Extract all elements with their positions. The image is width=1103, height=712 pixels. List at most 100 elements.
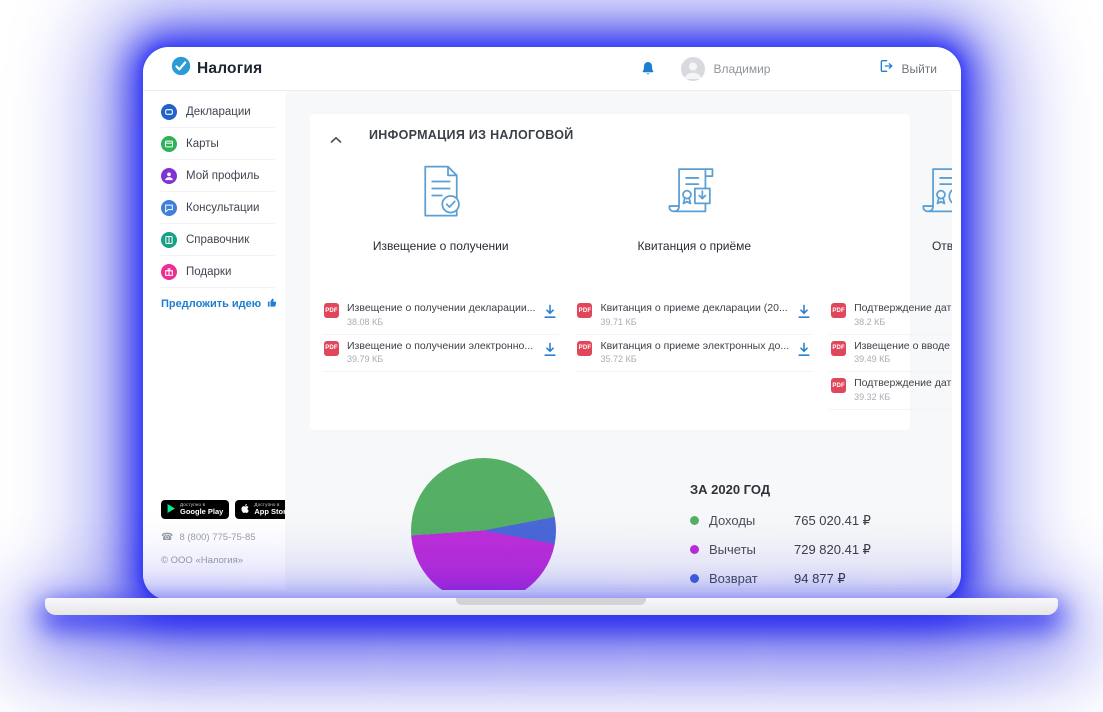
app-logo[interactable]: Налогия	[171, 56, 262, 81]
sidebar-item-label: Подарки	[186, 265, 232, 278]
sidebar-item-cards[interactable]: Карты	[161, 128, 275, 160]
download-icon[interactable]	[543, 303, 557, 320]
file-name[interactable]: Подтверждение даты отправки декл...	[854, 302, 952, 314]
pdf-file-icon: PDF	[831, 340, 847, 356]
column-label: Ответ	[931, 239, 952, 253]
file-name[interactable]: Извещение о получении декларации...	[347, 302, 536, 314]
laptop-screen: Налогия Владимир Выйти	[143, 47, 961, 600]
consultations-icon	[161, 199, 177, 216]
sidebar: Декларации Карты Мой профиль	[143, 91, 297, 590]
laptop-base	[45, 598, 1058, 615]
legend-row: Возврат 94 877 ₽	[690, 571, 871, 587]
legend-row: Вычеты 729 820.41 ₽	[690, 542, 871, 558]
file-name[interactable]: Извещение о вводе декларации (202...	[854, 339, 952, 352]
user-avatar[interactable]	[681, 56, 706, 81]
sidebar-item-consultations[interactable]: Консультации	[161, 192, 275, 224]
app-store-badge[interactable]: Доступно в App Store	[235, 500, 297, 519]
legend-row: Доходы 765 020.41 ₽	[690, 513, 871, 529]
file-row: PDF Подтверждение даты отправки декл... …	[829, 297, 952, 335]
file-name[interactable]: Извещение о получении электронно...	[347, 339, 534, 352]
pdf-file-icon: PDF	[577, 303, 593, 318]
file-size: 39.79 КБ	[347, 354, 384, 365]
pdf-file-icon: PDF	[324, 340, 339, 356]
sidebar-item-label: Декларации	[186, 105, 251, 118]
logout-icon	[878, 58, 894, 79]
sidebar-item-gifts[interactable]: Подарки	[161, 256, 275, 288]
notifications-bell-icon[interactable]	[641, 61, 655, 77]
main-content: ИНФОРМАЦИЯ ИЗ НАЛОГОВОЙ	[285, 91, 952, 590]
legend-label: Доходы	[709, 513, 756, 529]
laptop-hinge-notch	[456, 598, 646, 605]
file-row: PDF Извещение о получении декларации... …	[322, 297, 560, 335]
badge-top-text: Доступно в	[254, 502, 280, 508]
header-right: Владимир Выйти	[641, 56, 937, 81]
file-size: 35.72 КБ	[600, 354, 637, 365]
sidebar-item-declarations[interactable]: Декларации	[161, 96, 275, 128]
document-approved-icon	[821, 162, 952, 222]
sidebar-item-label: Консультации	[186, 201, 260, 214]
pdf-file-icon: PDF	[324, 303, 339, 318]
file-name[interactable]: Квитанция о приеме декларации (20...	[600, 302, 788, 314]
document-download-icon	[567, 162, 821, 222]
logout-button[interactable]: Выйти	[878, 58, 937, 79]
support-phone[interactable]: ☎ 8 (800) 775-75-85	[161, 532, 275, 543]
file-row: PDF Квитанция о приеме декларации (20...…	[575, 297, 814, 335]
handbook-icon	[161, 231, 177, 248]
legend-dot-deductions	[690, 545, 699, 555]
file-row: PDF Извещение о получении электронно... …	[322, 335, 560, 373]
tax-info-title: ИНФОРМАЦИЯ ИЗ НАЛОГОВОЙ	[369, 128, 574, 142]
sidebar-bottom: Доступно в Google Play Доступно в App St…	[161, 500, 297, 566]
column-answer: Ответ PDF Подтверждение даты отправки де…	[821, 142, 952, 410]
download-icon[interactable]	[797, 341, 811, 358]
suggest-idea-link[interactable]: Предложить идею	[161, 288, 278, 320]
column-label: Квитанция о приёме	[637, 239, 752, 253]
file-name[interactable]: Квитанция о приеме электронных до...	[600, 339, 790, 352]
file-row: PDF Извещение о вводе декларации (202...…	[829, 335, 952, 373]
badge-top-text: Доступно в	[180, 502, 206, 508]
copyright: © ООО «Налогия»	[161, 555, 244, 566]
file-row: PDF Подтверждение даты отправки доку... …	[829, 372, 952, 410]
pie-chart	[411, 457, 556, 590]
chart-title: ЗА 2020 ГОД	[690, 481, 771, 497]
file-size: 39.71 КБ	[600, 316, 637, 327]
suggest-idea-label: Предложить идею	[161, 298, 262, 310]
phone-number: 8 (800) 775-75-85	[179, 532, 256, 543]
file-name[interactable]: Подтверждение даты отправки доку...	[854, 377, 952, 390]
file-list: PDF Подтверждение даты отправки декл... …	[821, 297, 952, 410]
user-name[interactable]: Владимир	[713, 61, 771, 76]
legend-value: 94 877 ₽	[794, 570, 846, 586]
badge-store-name: App Store	[254, 506, 291, 516]
file-list: PDF Извещение о получении декларации... …	[314, 297, 567, 373]
file-list: PDF Квитанция о приеме декларации (20...…	[567, 297, 821, 373]
download-icon[interactable]	[797, 303, 811, 320]
collapse-chevron-icon[interactable]	[330, 131, 342, 143]
legend-label: Вычеты	[709, 542, 756, 558]
sidebar-item-label: Мой профиль	[186, 169, 260, 182]
sidebar-item-handbook[interactable]: Справочник	[161, 224, 275, 256]
google-play-icon	[167, 501, 176, 519]
logo-check-icon	[171, 56, 191, 81]
badge-store-name: Google Play	[180, 506, 224, 516]
file-size: 38.2 КБ	[854, 316, 886, 327]
tax-info-card: ИНФОРМАЦИЯ ИЗ НАЛОГОВОЙ	[310, 114, 952, 430]
year-summary-section: ЗА 2020 ГОД Доходы 765 020.41 ₽ Вычеты 7…	[285, 457, 952, 590]
sidebar-item-profile[interactable]: Мой профиль	[161, 160, 275, 192]
legend-value: 729 820.41 ₽	[794, 541, 871, 557]
app-header: Налогия Владимир Выйти	[143, 47, 961, 91]
app-body: Декларации Карты Мой профиль	[143, 91, 961, 600]
cards-icon	[161, 135, 177, 152]
legend-label: Возврат	[709, 571, 758, 587]
store-badges: Доступно в Google Play Доступно в App St…	[161, 500, 297, 519]
thumbs-up-icon	[267, 295, 278, 313]
download-icon[interactable]	[543, 341, 557, 358]
profile-icon	[161, 167, 177, 184]
file-size: 39.32 КБ	[854, 391, 891, 402]
file-size: 39.49 КБ	[854, 354, 891, 365]
file-row: PDF Квитанция о приеме электронных до...…	[575, 335, 814, 373]
legend-dot-refund	[690, 574, 699, 584]
google-play-badge[interactable]: Доступно в Google Play	[161, 500, 230, 519]
legend-dot-income	[690, 516, 699, 526]
file-size: 38.08 КБ	[347, 316, 384, 327]
pdf-file-icon: PDF	[577, 340, 593, 356]
